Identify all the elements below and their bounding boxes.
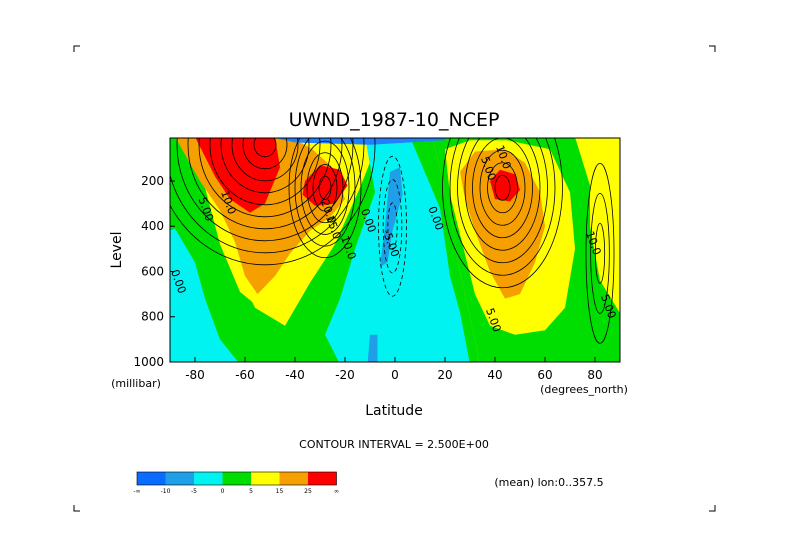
x-axis-label: Latitude <box>365 403 423 419</box>
contour-north-0 <box>494 174 511 201</box>
colorbar: -∞ -10 -5 0 5 15 25 ∞ <box>133 471 339 495</box>
contour-north-6 <box>449 138 556 276</box>
contour-subtropical-south-4 <box>294 138 356 247</box>
red-jet-polar <box>195 138 280 213</box>
colorbar-label: 15 <box>276 488 284 495</box>
y-tick-label: 200 <box>141 174 164 188</box>
contour-north-4 <box>464 138 541 251</box>
contour-subtropical-south-0 <box>318 175 332 200</box>
contour-north-5 <box>457 138 548 264</box>
colorbar-swatch <box>308 472 337 485</box>
colorbar-label: 25 <box>304 488 312 495</box>
orange-north <box>460 149 545 299</box>
x-tick-label: 80 <box>587 368 602 382</box>
blue-pocket-lower <box>367 334 378 362</box>
red-jet-north <box>490 169 520 202</box>
x-tick-label: -60 <box>235 368 255 382</box>
contour-north-edge-2 <box>585 162 615 344</box>
contour-north-edge-0 <box>594 222 606 284</box>
corner-marks <box>73 45 716 512</box>
colorbar-label: 0 <box>221 488 225 495</box>
contour-polar-south-1 <box>242 138 288 170</box>
y-tick-label: 400 <box>141 219 164 233</box>
plot-area <box>170 138 620 362</box>
contour-subtropical-south-2 <box>306 152 344 224</box>
y-tick-label: 600 <box>141 264 164 278</box>
contour-subtropical-south-3 <box>300 140 350 235</box>
x-tick-label: 60 <box>537 368 552 382</box>
contour-polar-south-9 <box>170 138 376 266</box>
blue-pocket-upper <box>380 167 403 267</box>
contour-polar-south-8 <box>170 138 365 254</box>
contour-easterly-0 <box>387 202 398 250</box>
colorbar-label: 5 <box>249 488 253 495</box>
colorbar-label: -∞ <box>133 488 140 495</box>
contour-north-edge-1 <box>590 192 610 314</box>
contour-polar-south-5 <box>198 138 332 218</box>
contour-north-7 <box>442 138 563 289</box>
colorbar-swatch <box>251 472 280 485</box>
colorbar-label: -10 <box>161 488 171 495</box>
contour-easterly-1 <box>382 179 403 274</box>
y-axis-label: Level <box>109 232 125 269</box>
x-tick-label: -80 <box>185 368 205 382</box>
colorbar-swatch <box>194 472 223 485</box>
contour-polar-south-6 <box>187 138 343 230</box>
x-tick-label: -20 <box>335 368 355 382</box>
contour-subtropical-south-1 <box>312 164 338 212</box>
contour-polar-south-2 <box>231 138 299 182</box>
region-note: (mean) lon:0..357.5 <box>494 476 603 489</box>
x-tick-label: -40 <box>285 368 305 382</box>
contour-north-2 <box>479 149 526 226</box>
colorbar-label: ∞ <box>334 488 339 495</box>
colorbar-label: -5 <box>191 488 197 495</box>
cyan-tropics <box>325 138 470 362</box>
colorbar-swatch <box>165 472 194 485</box>
contour-interval: CONTOUR INTERVAL = 2.500E+00 <box>299 438 489 451</box>
x-tick-label: 40 <box>487 368 502 382</box>
contour-subtropical-south-5 <box>288 138 362 259</box>
colorbar-swatch <box>137 472 166 485</box>
colorbar-frame <box>136 471 337 486</box>
cyan-polar-south <box>170 228 239 362</box>
contour-north-1 <box>487 162 518 214</box>
x-tick-label: 0 <box>391 368 399 382</box>
contour-polar-south-4 <box>209 138 321 206</box>
contour-easterly-2 <box>378 155 407 297</box>
colorbar-swatch <box>222 472 251 485</box>
y-tick-label: 1000 <box>133 355 164 369</box>
contour-polar-south-3 <box>220 138 310 194</box>
x-tick-label: 20 <box>437 368 452 382</box>
y-tick-label: 800 <box>141 310 164 324</box>
colorbar-swatch <box>279 472 308 485</box>
x-axis-unit: (degrees_north) <box>540 383 628 396</box>
contour-polar-south-7 <box>176 138 354 242</box>
contour-north-3 <box>472 138 533 239</box>
y-axis-unit: (millibar) <box>111 377 161 390</box>
chart-title: UWND_1987-10_NCEP <box>289 109 500 131</box>
contour-polar-south-0 <box>253 138 277 158</box>
